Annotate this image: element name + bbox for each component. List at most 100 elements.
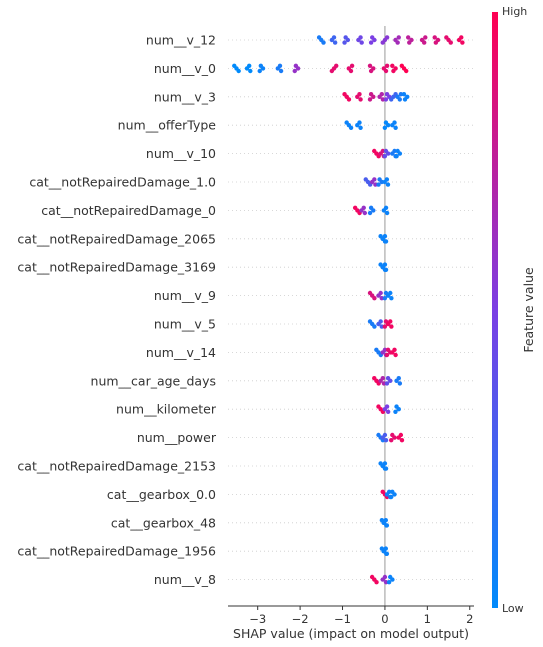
shap-point <box>383 518 388 523</box>
shap-point <box>236 68 241 74</box>
shap-point <box>383 546 388 551</box>
shap-point <box>393 125 398 130</box>
shap-point <box>388 319 393 324</box>
shap-point <box>247 63 252 68</box>
feature-label: cat__gearbox_0.0 <box>107 487 216 502</box>
shap-point <box>349 63 355 68</box>
feature-label: cat__notRepairedDamage_1956 <box>17 544 216 559</box>
x-tick-label: 0 <box>381 612 388 626</box>
feature-label: num__v_14 <box>146 345 216 360</box>
shap-point <box>359 40 364 45</box>
shap-point <box>371 66 376 71</box>
feature-label: num__v_0 <box>154 61 216 76</box>
shap-point <box>378 319 383 324</box>
feature-label: num__v_8 <box>154 572 216 587</box>
shap-point <box>460 40 465 45</box>
shap-point <box>380 148 386 154</box>
shap-point <box>379 92 384 97</box>
shap-point <box>374 580 379 585</box>
shap-point <box>385 151 391 156</box>
shap-point <box>396 376 401 381</box>
x-tick-label: 1 <box>424 612 431 626</box>
shap-point <box>397 97 402 102</box>
feature-label: num__v_9 <box>154 288 216 303</box>
shap-point <box>389 324 394 329</box>
shap-point <box>382 154 388 159</box>
shap-point <box>372 37 377 43</box>
shap-point <box>346 97 352 102</box>
shap-point <box>386 580 392 585</box>
shap-point <box>383 466 389 471</box>
shap-point <box>384 35 390 40</box>
shap-point <box>361 205 366 210</box>
shap-point <box>378 290 383 296</box>
shap-point <box>392 347 397 352</box>
shap-point <box>278 68 284 74</box>
shap-point <box>383 438 389 443</box>
shap-point <box>392 435 397 440</box>
shap-point <box>394 154 399 159</box>
colorbar <box>492 12 498 608</box>
feature-label: num__offerType <box>118 118 217 133</box>
shap-point <box>397 381 403 386</box>
shap-point <box>345 37 351 43</box>
shap-point <box>382 347 388 352</box>
shap-point <box>382 461 388 466</box>
shap-point <box>332 40 338 45</box>
shap-point <box>395 40 400 45</box>
shap-point <box>422 40 427 45</box>
shap-points <box>232 35 465 585</box>
shap-point <box>295 66 301 71</box>
shap-point <box>331 35 337 40</box>
shap-point <box>390 577 395 582</box>
shap-point <box>376 182 381 187</box>
shap-point <box>383 580 389 585</box>
shap-point <box>385 182 391 187</box>
shap-point <box>383 267 389 272</box>
shap-point <box>396 407 401 412</box>
shap-point <box>384 381 390 386</box>
feature-label: cat__notRepairedDamage_0 <box>41 203 216 218</box>
shap-point <box>385 123 391 128</box>
colorbar-high-label: High <box>502 5 527 18</box>
shap-point <box>401 92 407 97</box>
shap-point <box>384 551 390 556</box>
shap-point <box>371 94 376 100</box>
shap-point <box>396 35 401 40</box>
shap-point <box>379 296 384 301</box>
x-tick-label: −3 <box>249 612 266 626</box>
feature-label: cat__notRepairedDamage_3169 <box>17 260 216 275</box>
shap-point <box>384 523 390 528</box>
colorbar-title: Feature value <box>521 267 536 353</box>
shap-point <box>248 68 253 74</box>
x-tick-label: 2 <box>466 612 473 626</box>
shap-point <box>389 438 394 443</box>
shap-point <box>397 151 403 156</box>
shap-point <box>383 205 389 210</box>
shap-point <box>384 63 390 68</box>
shap-point <box>367 210 373 216</box>
shap-point <box>448 40 453 45</box>
shap-point <box>392 492 397 497</box>
shap-point <box>384 177 390 182</box>
x-axis-title: SHAP value (impact on model output) <box>233 626 469 641</box>
shap-point <box>389 296 394 301</box>
shap-point <box>367 63 373 68</box>
shap-point <box>392 148 397 154</box>
shap-point <box>382 324 388 329</box>
shap-point <box>389 494 394 500</box>
feature-label: num__v_5 <box>154 317 216 332</box>
shap-point <box>292 68 297 74</box>
shap-point <box>373 182 378 187</box>
feature-label: num__car_age_days <box>91 373 216 388</box>
x-tick-label: −2 <box>292 612 309 626</box>
feature-label: cat__notRepairedDamage_2153 <box>17 459 216 474</box>
shap-point <box>398 92 404 97</box>
shap-point <box>383 239 389 244</box>
shap-point <box>388 290 393 296</box>
shap-point <box>432 35 437 40</box>
shap-point <box>277 63 283 68</box>
shap-point <box>399 438 405 443</box>
shap-point <box>382 125 388 130</box>
shap-point <box>388 378 393 383</box>
